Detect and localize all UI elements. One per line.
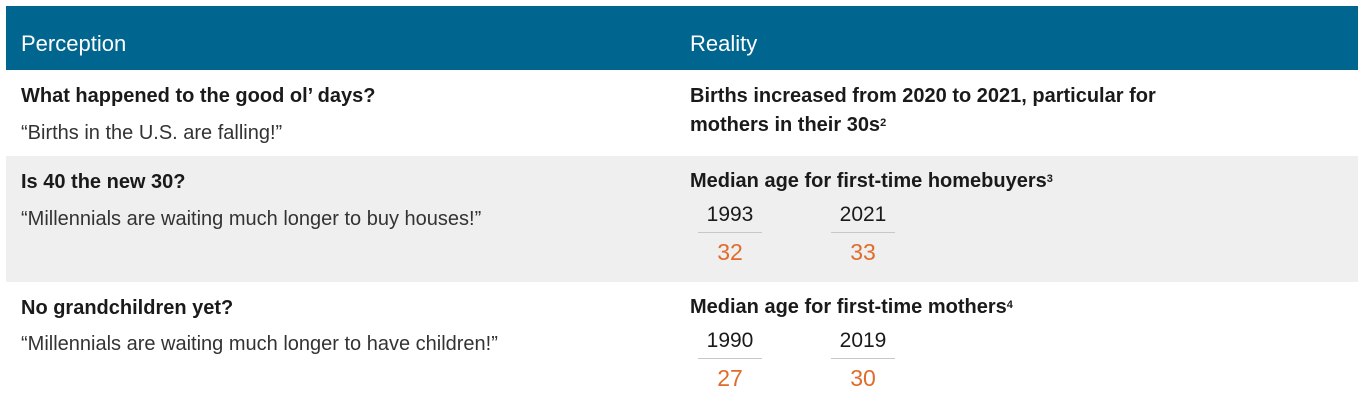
perception-question: What happened to the good ol’ days? — [21, 85, 376, 107]
footnote-marker: 3 — [1046, 173, 1053, 185]
perception-quote: “Births in the U.S. are falling!” — [21, 122, 283, 144]
stat-year: 1990 — [698, 326, 762, 359]
reality-line-with-footnote: mothers in their 30s2 — [690, 111, 1156, 140]
stat-value: 33 — [850, 239, 876, 265]
perception-question: Is 40 the new 30? — [21, 171, 186, 193]
perception-reality-table: Perception Reality What happened to the … — [6, 6, 1358, 407]
reality-title-text: Median age for first-time mothers — [690, 296, 1007, 318]
stat-year: 2021 — [831, 200, 895, 233]
header-reality: Reality — [690, 31, 758, 56]
stat-column: 1990 27 — [698, 326, 762, 397]
perception-question: No grandchildren yet? — [21, 297, 234, 319]
stat-column: 2019 30 — [831, 326, 895, 397]
perception-quote: “Millennials are waiting much longer to … — [21, 333, 498, 355]
stat-value: 27 — [717, 365, 743, 391]
stat-value: 30 — [850, 365, 876, 391]
footnote-marker: 4 — [1006, 299, 1013, 311]
stat-year: 2019 — [831, 326, 895, 359]
table-row: No grandchildren yet? “Millennials are w… — [6, 282, 1358, 407]
table-header: Perception Reality — [6, 6, 1358, 70]
table-row: What happened to the good ol’ days? “Bir… — [6, 70, 1358, 156]
stat-column: 2021 33 — [831, 200, 895, 271]
table-row: Is 40 the new 30? “Millennials are waiti… — [6, 156, 1358, 282]
stat-column: 1993 32 — [698, 200, 762, 271]
stat-value: 32 — [717, 239, 743, 265]
reality-title: Median age for first-time homebuyers3 — [690, 167, 1053, 196]
stat-year: 1993 — [698, 200, 762, 233]
reality-text: Births increased from 2020 to 2021, part… — [690, 82, 1156, 140]
perception-quote: “Millennials are waiting much longer to … — [21, 208, 482, 230]
reality-title: Median age for first-time mothers4 — [690, 293, 1013, 322]
reality-line: mothers in their 30s — [690, 114, 881, 136]
header-perception: Perception — [21, 31, 127, 56]
reality-line: Births increased from 2020 to 2021, part… — [690, 85, 1156, 107]
reality-title-text: Median age for first-time homebuyers — [690, 170, 1047, 192]
footnote-marker: 2 — [880, 117, 887, 129]
